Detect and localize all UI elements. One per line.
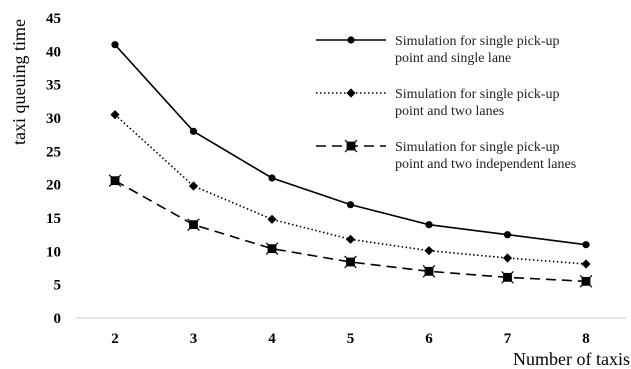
y-tick-label: 25 [46, 144, 61, 160]
legend-label: point and two independent lanes [395, 157, 576, 172]
data-point [345, 234, 356, 244]
series-1 [111, 41, 590, 249]
series-3 [108, 174, 593, 288]
data-point-cross [344, 139, 358, 153]
y-tick-label: 30 [46, 111, 61, 127]
legend-label: Simulation for single pick-up [395, 34, 559, 49]
x-tick-label: 6 [425, 331, 433, 347]
x-tick-label: 2 [111, 331, 119, 347]
x-tick-label: 5 [347, 331, 355, 347]
data-point [347, 36, 355, 44]
legend: Simulation for single pick-up point and s… [316, 34, 576, 172]
y-tick-label: 10 [46, 244, 61, 260]
x-tick-label: 3 [190, 331, 198, 347]
data-point [111, 41, 119, 49]
legend-label: Simulation for single pick-up [395, 87, 559, 102]
x-tick-label: 7 [504, 331, 512, 347]
legend-entry: Simulation for single pick-up point and t… [316, 139, 576, 172]
data-point [346, 88, 356, 98]
x-axis-title: Number of taxis [513, 349, 630, 369]
legend-label: point and two lanes [395, 104, 504, 119]
y-tick-label: 35 [46, 78, 61, 94]
y-tick-label: 15 [46, 211, 61, 227]
data-point-cross [108, 174, 122, 187]
data-point-cross [422, 265, 436, 278]
data-point [268, 174, 276, 182]
data-point-cross [344, 255, 357, 269]
legend-label: point and single lane [395, 51, 511, 66]
y-tick-label: 0 [54, 311, 62, 327]
data-point [424, 246, 434, 256]
legend-entry: Simulation for single pick-up point and t… [316, 87, 559, 119]
data-point-cross [579, 275, 593, 288]
y-tick-label: 45 [46, 11, 61, 27]
y-tick-label: 5 [54, 278, 62, 294]
data-point [267, 214, 277, 224]
y-axis-title: taxi queuing time [9, 19, 29, 145]
data-point [503, 231, 512, 239]
data-point-cross [501, 271, 514, 284]
legend-label: Simulation for single pick-up [395, 140, 559, 155]
y-tick-label: 20 [46, 178, 61, 194]
data-point [425, 221, 433, 229]
x-tick-label: 4 [268, 331, 276, 347]
data-point [189, 127, 198, 135]
y-tick-labels: 0 5 10 15 20 25 30 35 40 45 [46, 11, 61, 327]
data-point [581, 259, 591, 269]
series-2 [110, 110, 591, 269]
y-tick-label: 40 [46, 44, 61, 60]
data-point [110, 110, 120, 120]
series-layer [108, 41, 593, 288]
x-tick-labels: 2 3 4 5 6 7 8 [111, 331, 590, 347]
legend-entry: Simulation for single pick-up point and s… [316, 34, 559, 66]
data-point [188, 181, 199, 191]
data-point-cross [265, 242, 279, 255]
x-tick-label: 8 [582, 331, 590, 347]
data-point-cross [187, 218, 200, 231]
data-point [502, 253, 513, 263]
data-point [582, 241, 590, 249]
data-point [346, 201, 355, 209]
